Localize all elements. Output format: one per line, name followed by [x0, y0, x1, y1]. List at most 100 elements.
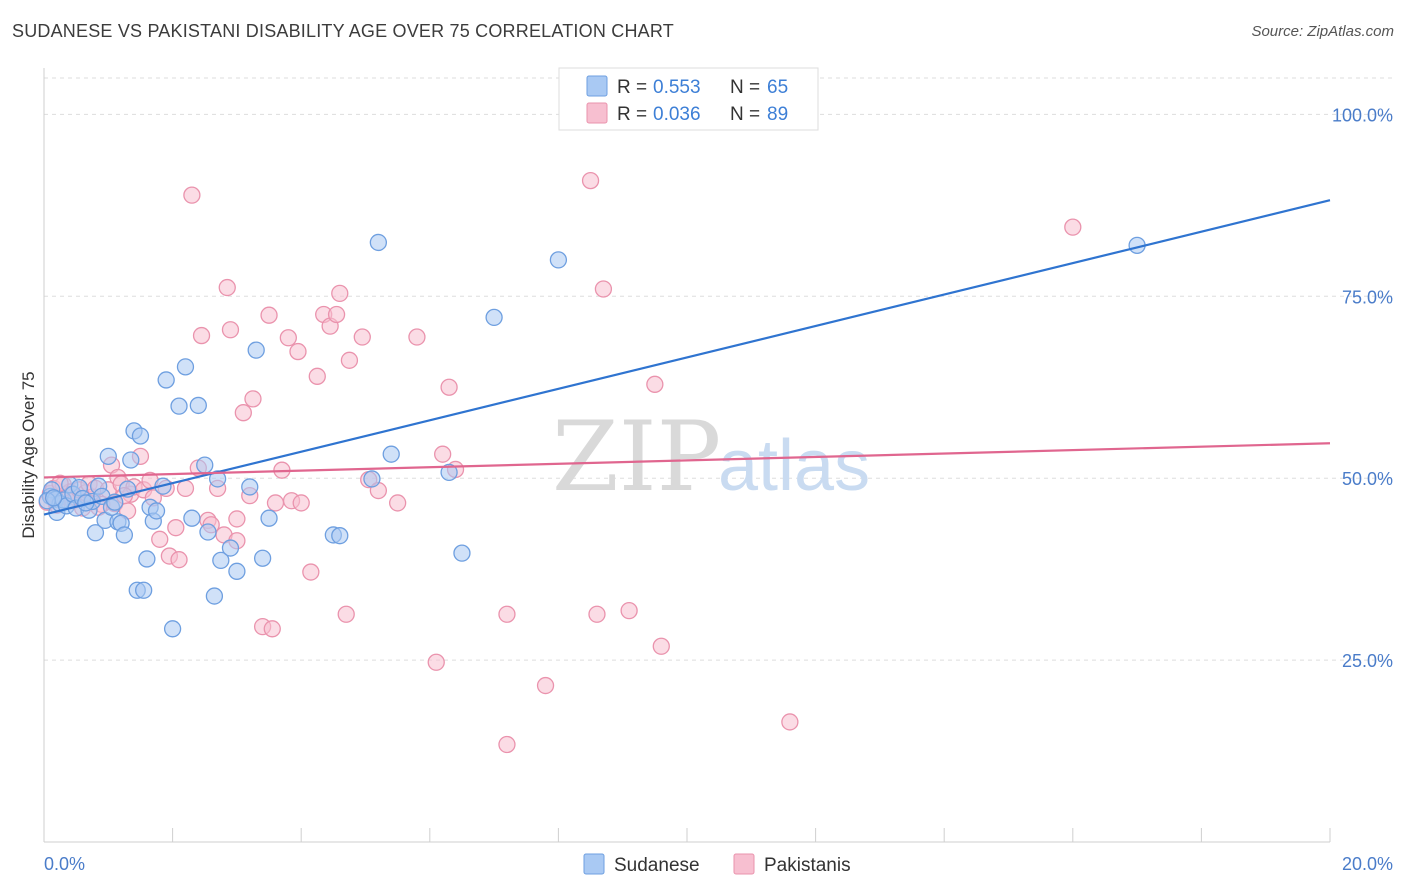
legend-r-label-1: R =	[617, 77, 647, 98]
pakistani-point	[302, 563, 320, 581]
pakistani-point	[588, 605, 606, 623]
pakistani-point	[183, 186, 201, 204]
pakistani-point	[581, 171, 600, 190]
watermark-zip: ZIP	[552, 401, 721, 513]
pakistani-point	[266, 494, 285, 512]
pakistani-point	[170, 551, 188, 569]
y-tick-label: 75.0%	[1342, 287, 1393, 307]
chart-title: SUDANESE VS PAKISTANI DISABILITY AGE OVE…	[12, 21, 674, 41]
sudanese-point	[247, 341, 265, 359]
sudanese-point	[331, 527, 349, 545]
data-points	[38, 171, 1146, 754]
pakistani-point	[408, 328, 426, 346]
sudanese-point	[212, 551, 230, 570]
sudanese-point	[196, 456, 214, 474]
legend-n-label-1: N =	[730, 77, 760, 98]
sudanese-point	[163, 620, 182, 638]
legend-r-value-2: 0.036	[653, 104, 701, 125]
y-tick-label: 100.0%	[1332, 105, 1393, 125]
y-tick-label: 50.0%	[1342, 469, 1393, 489]
sudanese-point	[157, 371, 175, 389]
pakistani-point	[498, 605, 516, 623]
legend-n-value-2: 89	[767, 104, 788, 125]
pakistani-point	[353, 328, 371, 346]
legend-bottom-sudanese: Sudanese	[614, 855, 700, 876]
legend-r-label-2: R =	[617, 104, 647, 125]
pakistani-point	[434, 445, 452, 463]
pakistani-point	[151, 530, 169, 548]
sudanese-point	[115, 526, 134, 544]
sudanese-point	[440, 463, 458, 482]
sudanese-point	[453, 544, 471, 562]
axes	[43, 68, 1331, 843]
legend-swatch-pakistani	[586, 102, 608, 124]
pakistani-point	[292, 494, 310, 512]
sudanese-point	[122, 451, 140, 469]
sudanese-point	[147, 502, 166, 520]
sudanese-point	[382, 445, 400, 463]
pakistani-point	[234, 404, 252, 422]
pakistani-point	[221, 321, 240, 339]
sudanese-point	[183, 509, 201, 527]
sudanese-point	[44, 489, 63, 507]
sudanese-point	[138, 550, 156, 568]
sudanese-point	[485, 308, 503, 327]
y-axis-title: Disability Age Over 75	[19, 371, 38, 538]
pakistani-point	[244, 390, 262, 408]
sudanese-point	[208, 470, 227, 488]
pakistani-point	[167, 519, 185, 537]
y-tick-label: 25.0%	[1342, 651, 1393, 671]
x-tick-label: 0.0%	[44, 854, 85, 874]
pakistani-point	[263, 620, 281, 638]
sudanese-point	[131, 427, 150, 445]
legend-bottom-swatch-sudanese	[583, 853, 605, 875]
legend-swatch-sudanese	[586, 75, 608, 97]
legend-n-label-2: N =	[730, 104, 760, 125]
pakistani-point	[260, 306, 278, 324]
legend-bottom: Sudanese Pakistanis	[583, 853, 851, 876]
pakistani-point	[308, 367, 326, 385]
legend-top: R = 0.553 N = 65 R = 0.036 N = 89	[558, 67, 819, 131]
grid-lines	[44, 77, 1392, 661]
tick-labels: 25.0% 50.0% 75.0% 100.0% 0.0% 20.0%	[44, 105, 1393, 874]
sudanese-point	[135, 581, 153, 599]
pakistani-point	[289, 342, 307, 361]
pakistani-point	[337, 605, 355, 623]
sudanese-point	[176, 358, 195, 376]
sudanese-point	[228, 562, 246, 580]
pakistani-trend-line	[43, 442, 1331, 479]
pakistani-point	[331, 284, 349, 303]
sudanese-point	[253, 549, 272, 567]
pakistani-point	[388, 494, 407, 512]
sudanese-point	[221, 539, 240, 557]
pakistani-point	[594, 280, 613, 298]
legend-bottom-swatch-pakistani	[733, 853, 755, 875]
sudanese-point	[189, 396, 207, 415]
sudanese-trend-line	[43, 199, 1331, 516]
sudanese-point	[205, 587, 224, 605]
pakistani-point	[228, 510, 246, 528]
pakistani-point	[176, 479, 195, 498]
legend-r-value-1: 0.553	[653, 77, 701, 98]
pakistani-point	[192, 326, 211, 345]
pakistani-point	[781, 713, 799, 731]
watermark-atlas: atlas	[718, 426, 870, 506]
legend-n-value-1: 65	[767, 77, 788, 98]
sudanese-point	[199, 523, 217, 541]
sudanese-point	[549, 251, 568, 269]
pakistani-point	[536, 676, 555, 695]
pakistani-point	[218, 278, 236, 297]
sudanese-point	[86, 524, 105, 542]
trend-lines	[43, 199, 1331, 516]
source-label: Source: ZipAtlas.com	[1251, 23, 1394, 40]
sudanese-point	[363, 470, 381, 488]
pakistani-point	[279, 329, 297, 347]
pakistani-point	[340, 351, 359, 369]
sudanese-point	[369, 233, 388, 252]
pakistani-point	[427, 653, 445, 671]
pakistani-point	[652, 637, 670, 655]
pakistani-point	[1064, 218, 1082, 236]
pakistani-point	[327, 305, 346, 324]
pakistani-point	[498, 735, 516, 754]
